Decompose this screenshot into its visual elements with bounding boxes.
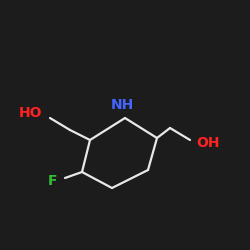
Text: NH: NH [110,98,134,112]
Text: F: F [48,174,57,188]
Text: HO: HO [18,106,42,120]
Text: OH: OH [196,136,220,150]
